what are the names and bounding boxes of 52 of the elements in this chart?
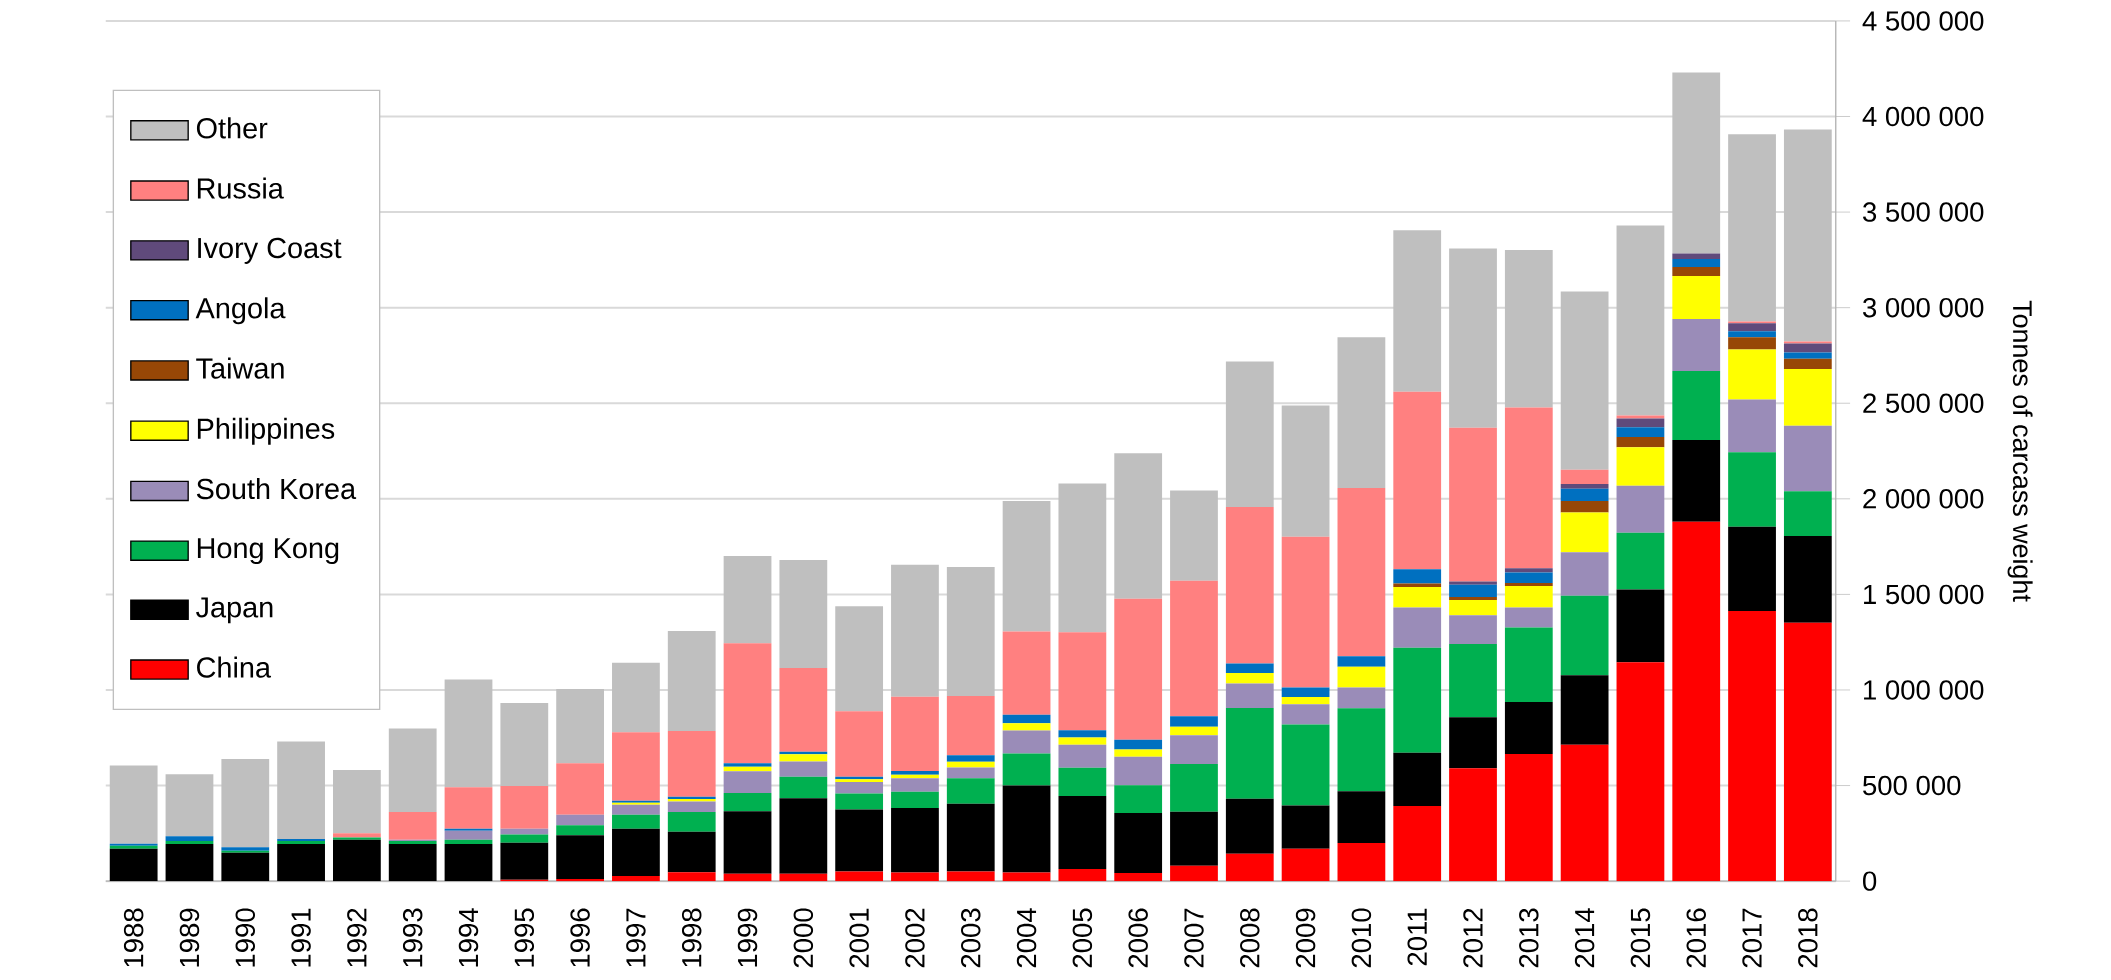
- legend-label: Other: [196, 117, 268, 139]
- x-tick-label: 2001: [849, 908, 869, 968]
- y-tick-label: 0: [1863, 871, 1877, 891]
- legend-label: Japan: [196, 597, 273, 624]
- legend-label: Angola: [195, 297, 286, 325]
- y-tick-label: 1 000 000: [1864, 680, 1984, 700]
- y-tick-label: 1 500 000: [1864, 584, 1984, 605]
- legend-label: South Korea: [196, 478, 357, 500]
- x-tick-label: 2009: [1295, 908, 1316, 968]
- x-tick-label: 2018: [1798, 908, 1818, 968]
- x-tick-label: 1998: [681, 908, 702, 967]
- x-tick-label: 2016: [1686, 908, 1706, 968]
- legend-label: Taiwan: [196, 357, 284, 379]
- x-tick-label: 1992: [347, 908, 367, 967]
- legend-label: Russia: [197, 177, 284, 199]
- y-tick-label: 2 500 000: [1863, 393, 1984, 414]
- x-tick-label: 2003: [961, 908, 981, 968]
- x-tick-label: 2012: [1463, 908, 1483, 968]
- x-tick-label: 2004: [1016, 908, 1037, 968]
- x-tick-label: 2005: [1072, 908, 1093, 968]
- x-tick-label: 1996: [570, 908, 590, 967]
- legend-label: Ivory Coast: [198, 237, 342, 265]
- x-tick-label: 2017: [1742, 908, 1762, 968]
- x-tick-label: 1989: [179, 908, 200, 967]
- x-tick-label: 1988: [123, 908, 144, 967]
- y-axis-title: Tonnes of carcass weight: [2007, 300, 2033, 602]
- x-tick-label: 2000: [793, 908, 814, 968]
- x-tick-label: 2008: [1240, 908, 1260, 968]
- x-tick-label: 2007: [1184, 908, 1204, 968]
- x-tick-label: 1997: [626, 908, 646, 967]
- x-tick-label: 2006: [1128, 908, 1148, 968]
- y-tick-label: 500 000: [1863, 775, 1961, 796]
- legend-label: Hong Kong: [197, 538, 339, 565]
- legend-label: China: [197, 656, 272, 678]
- x-tick-label: 1991: [291, 908, 311, 967]
- y-tick-label: 3 000 000: [1863, 298, 1984, 318]
- y-tick-label: 4 000 000: [1862, 106, 1984, 127]
- x-tick-label: 2010: [1351, 908, 1372, 968]
- x-tick-label: 1994: [458, 908, 479, 967]
- legend-label: Philippines: [197, 417, 335, 445]
- y-tick-label: 4 500 000: [1862, 11, 1984, 31]
- x-tick-label: 2015: [1630, 908, 1651, 968]
- y-tick-label: 3 500 000: [1863, 202, 1984, 222]
- y-tick-label: 2 000 000: [1863, 489, 1984, 509]
- x-tick-label: 1993: [402, 908, 423, 967]
- x-tick-label: 2002: [905, 908, 925, 968]
- x-tick-label: 2014: [1574, 908, 1595, 968]
- x-tick-label: 2011: [1407, 908, 1427, 966]
- x-tick-label: 1990: [235, 908, 256, 967]
- x-tick-label: 1999: [737, 908, 758, 967]
- x-tick-label: 1995: [514, 908, 535, 967]
- x-tick-label: 2013: [1519, 908, 1539, 968]
